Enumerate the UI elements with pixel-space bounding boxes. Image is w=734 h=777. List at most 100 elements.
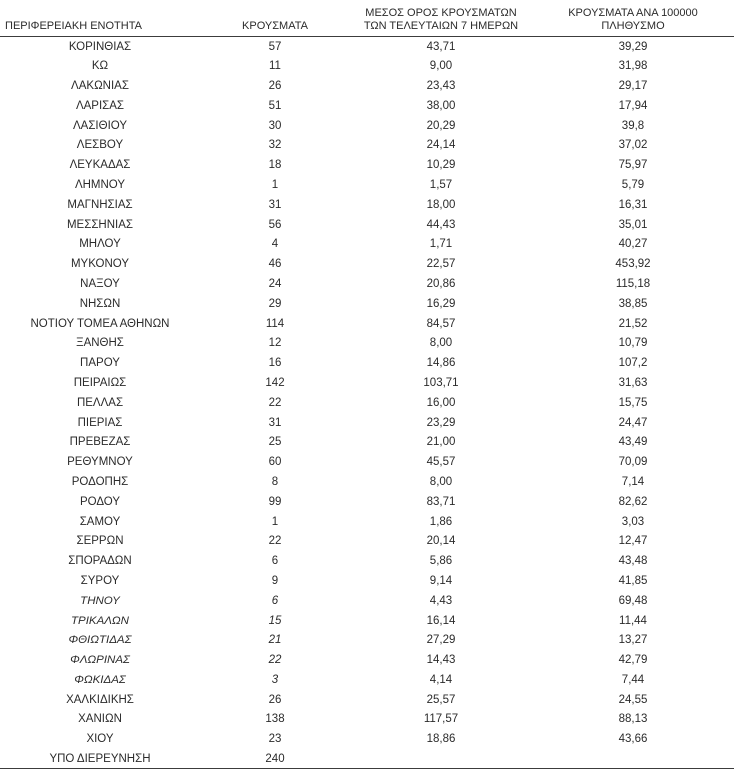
table-row: ΤΡΙΚΑΛΩΝ 15 16,14 11,44 <box>0 611 734 631</box>
cell-per100k: 31,98 <box>618 60 648 73</box>
cell-avg7: 5,86 <box>429 555 453 568</box>
cell-cases: 6 <box>271 594 279 607</box>
table-row: ΣΥΡΟΥ 9 9,14 41,85 <box>0 571 734 591</box>
cell-cases: 11 <box>269 60 281 73</box>
cell-per100k: 43,49 <box>618 436 648 449</box>
cell-region: ΝΑΞΟΥ <box>80 277 120 290</box>
cell-region: ΡΕΘΥΜΝΟΥ <box>67 456 133 469</box>
table-row: ΞΑΝΘΗΣ 12 8,00 10,79 <box>0 333 734 353</box>
cell-per100k: 43,66 <box>618 733 648 746</box>
cell-region: ΛΑΣΙΘΙΟΥ <box>72 119 128 132</box>
cell-per100k: 24,47 <box>618 416 648 429</box>
cell-region: ΡΟΔΟΥ <box>79 495 121 508</box>
cell-cases: 31 <box>268 198 282 211</box>
cell-avg7: 43,71 <box>426 40 456 53</box>
table-row: ΣΠΟΡΑΔΩΝ 6 5,86 43,48 <box>0 551 734 571</box>
cell-avg7: 20,86 <box>426 277 456 290</box>
table-row: ΧΑΝΙΩΝ 138 117,57 88,13 <box>0 710 734 730</box>
header-avg7-line2: ΤΩΝ ΤΕΛΕΥΤΑΙΩΝ 7 ΗΜΕΡΩΝ <box>363 20 519 32</box>
table-row: ΛΑΣΙΘΙΟΥ 30 20,29 39,8 <box>0 116 734 136</box>
cell-region: ΛΗΜΝΟΥ <box>74 178 126 191</box>
cell-avg7: 22,57 <box>426 258 456 271</box>
header-row: ΠΕΡΙΦΕΡΕΙΑΚΗ ΕΝΟΤΗΤΑ ΚΡΟΥΣΜΑΤΑ ΜΕΣΟΣ ΟΡΟ… <box>0 0 734 37</box>
cell-cases: 8 <box>271 475 279 488</box>
cell-avg7: 18,00 <box>426 198 456 211</box>
cell-avg7: 25,57 <box>426 693 456 706</box>
cell-avg7: 1,57 <box>429 178 453 191</box>
cell-avg7: 16,29 <box>426 297 456 310</box>
cell-cases: 32 <box>268 139 282 152</box>
cell-per100k: 13,27 <box>618 634 648 647</box>
cell-avg7: 16,00 <box>426 396 456 409</box>
table-row: ΠΙΕΡΙΑΣ 31 23,29 24,47 <box>0 413 734 433</box>
cell-region: ΠΡΕΒΕΖΑΣ <box>69 436 131 449</box>
cell-per100k: 43,48 <box>618 555 648 568</box>
table-row: ΝΟΤΙΟΥ ΤΟΜΕΑ ΑΘΗΝΩΝ 114 84,57 21,52 <box>0 314 734 334</box>
cell-region: ΠΕΛΛΑΣ <box>76 396 124 409</box>
header-region: ΠΕΡΙΦΕΡΕΙΑΚΗ ΕΝΟΤΗΤΑ <box>0 0 200 37</box>
cell-cases: 46 <box>268 258 282 271</box>
cell-avg7: 9,14 <box>429 574 453 587</box>
cell-region: ΜΕΣΣΗΝΙΑΣ <box>66 218 134 231</box>
cell-cases: 60 <box>268 456 282 469</box>
header-avg7: ΜΕΣΟΣ ΟΡΟΣ ΚΡΟΥΣΜΑΤΩΝ ΤΩΝ ΤΕΛΕΥΤΑΙΩΝ 7 Η… <box>350 0 532 37</box>
cell-region: ΣΕΡΡΩΝ <box>76 535 124 548</box>
cell-per100k: 453,92 <box>615 258 651 271</box>
cell-cases: 99 <box>268 495 282 508</box>
table-row: ΧΑΛΚΙΔΙΚΗΣ 26 25,57 24,55 <box>0 690 734 710</box>
cell-per100k: 39,8 <box>621 119 645 132</box>
cell-per100k: 88,13 <box>618 713 648 726</box>
cell-region: ΜΥΚΟΝΟΥ <box>70 258 130 271</box>
cell-avg7 <box>350 749 532 769</box>
cell-per100k: 35,01 <box>618 218 648 231</box>
cell-avg7: 38,00 <box>426 99 456 112</box>
table-row: ΜΕΣΣΗΝΙΑΣ 56 44,43 35,01 <box>0 215 734 235</box>
cell-region: ΤΡΙΚΑΛΩΝ <box>71 614 129 627</box>
cell-region: ΛΕΥΚΑΔΑΣ <box>69 159 131 172</box>
cell-per100k: 69,48 <box>618 594 648 607</box>
cell-region: ΦΘΙΩΤΙΔΑΣ <box>68 634 132 647</box>
table-row: ΠΑΡΟΥ 16 14,86 107,2 <box>0 353 734 373</box>
cell-avg7: 14,86 <box>426 357 456 370</box>
table-row: ΛΑΡΙΣΑΣ 51 38,00 17,94 <box>0 96 734 116</box>
cell-per100k: 17,94 <box>618 99 648 112</box>
cell-cases: 142 <box>265 376 285 389</box>
cell-avg7: 44,43 <box>426 218 456 231</box>
cell-per100k: 82,62 <box>618 495 648 508</box>
cell-cases: 240 <box>265 752 285 765</box>
cell-per100k: 107,2 <box>618 357 648 370</box>
cell-region: ΚΩ <box>91 60 109 73</box>
cell-cases: 4 <box>271 238 279 251</box>
cell-cases: 31 <box>268 416 282 429</box>
cell-avg7: 18,86 <box>426 733 456 746</box>
cell-cases: 138 <box>265 713 285 726</box>
cell-cases: 21 <box>268 634 282 647</box>
cell-region: ΧΑΝΙΩΝ <box>78 713 122 726</box>
cell-cases: 22 <box>268 535 282 548</box>
cell-per100k: 37,02 <box>618 139 648 152</box>
cell-avg7: 20,29 <box>426 119 456 132</box>
cell-cases: 114 <box>265 317 285 330</box>
cell-region: ΧΑΛΚΙΔΙΚΗΣ <box>66 693 134 706</box>
table-row: ΛΕΣΒΟΥ 32 24,14 37,02 <box>0 135 734 155</box>
cell-avg7: 8,00 <box>429 475 453 488</box>
cell-per100k: 11,44 <box>619 614 647 627</box>
table-row: ΡΟΔΟΥ 99 83,71 82,62 <box>0 492 734 512</box>
table-row: ΦΘΙΩΤΙΔΑΣ 21 27,29 13,27 <box>0 630 734 650</box>
cell-region: ΣΠΟΡΑΔΩΝ <box>68 555 132 568</box>
cell-cases: 18 <box>268 159 282 172</box>
cell-cases: 56 <box>268 218 282 231</box>
cell-per100k: 10,79 <box>618 337 648 350</box>
cell-cases: 6 <box>271 555 279 568</box>
table-header: ΠΕΡΙΦΕΡΕΙΑΚΗ ΕΝΟΤΗΤΑ ΚΡΟΥΣΜΑΤΑ ΜΕΣΟΣ ΟΡΟ… <box>0 0 734 37</box>
cell-cases: 51 <box>268 99 282 112</box>
table-row: ΛΕΥΚΑΔΑΣ 18 10,29 75,97 <box>0 155 734 175</box>
cell-region: ΠΑΡΟΥ <box>80 357 120 370</box>
cell-region: ΜΑΓΝΗΣΙΑΣ <box>67 198 133 211</box>
cell-region: ΤΗΝΟΥ <box>80 594 120 607</box>
table-row: ΝΑΞΟΥ 24 20,86 115,18 <box>0 274 734 294</box>
cell-region: ΜΗΛΟΥ <box>79 238 121 251</box>
cell-per100k: 7,44 <box>621 673 645 686</box>
table-row: ΧΙΟΥ 23 18,86 43,66 <box>0 729 734 749</box>
